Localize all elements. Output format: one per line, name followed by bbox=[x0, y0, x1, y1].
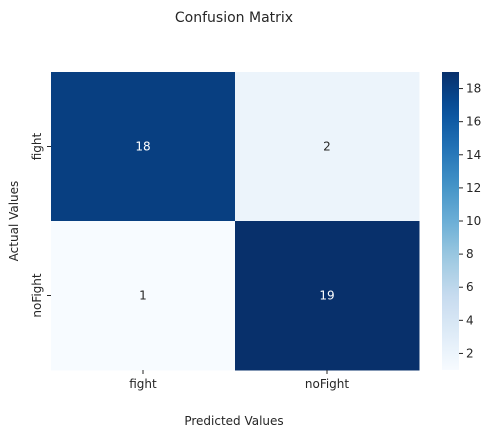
chart-title: Confusion Matrix bbox=[175, 10, 293, 26]
x-axis: fight noFight bbox=[129, 370, 349, 391]
colorbar-tick-label: 12 bbox=[466, 181, 481, 195]
heatmap-cells bbox=[51, 72, 420, 371]
colorbar-tick-label: 2 bbox=[466, 346, 474, 360]
y-tick-label: fight bbox=[30, 132, 44, 160]
cell-value-label: 1 bbox=[139, 289, 147, 303]
x-tick-label: fight bbox=[129, 377, 157, 391]
y-tick-label: noFight bbox=[30, 273, 44, 318]
colorbar: 2 4 6 8 10 12 14 16 18 bbox=[442, 72, 481, 370]
cell-value-label: 2 bbox=[323, 140, 331, 154]
y-axis-label: Actual Values bbox=[7, 181, 21, 262]
colorbar-tick-label: 18 bbox=[466, 82, 481, 96]
heatmap-cell bbox=[235, 221, 420, 371]
x-axis-label: Predicted Values bbox=[184, 414, 283, 428]
colorbar-ticks: 2 4 6 8 10 12 14 16 18 bbox=[459, 82, 481, 360]
colorbar-gradient bbox=[442, 72, 459, 370]
cell-value-label: 18 bbox=[135, 140, 150, 154]
heatmap-cell bbox=[51, 72, 236, 222]
colorbar-tick-label: 6 bbox=[466, 280, 474, 294]
colorbar-tick-label: 4 bbox=[466, 313, 474, 327]
cell-value-label: 19 bbox=[319, 289, 334, 303]
x-tick-label: noFight bbox=[305, 377, 350, 391]
heatmap-cell bbox=[235, 72, 420, 222]
colorbar-tick-label: 16 bbox=[466, 115, 481, 129]
y-axis: fight noFight bbox=[30, 132, 51, 318]
heatmap-cell bbox=[51, 221, 236, 371]
colorbar-tick-label: 10 bbox=[466, 214, 481, 228]
colorbar-tick-label: 8 bbox=[466, 247, 474, 261]
heatmap-annotations: 18 2 1 19 bbox=[135, 140, 334, 303]
colorbar-tick-label: 14 bbox=[466, 148, 481, 162]
